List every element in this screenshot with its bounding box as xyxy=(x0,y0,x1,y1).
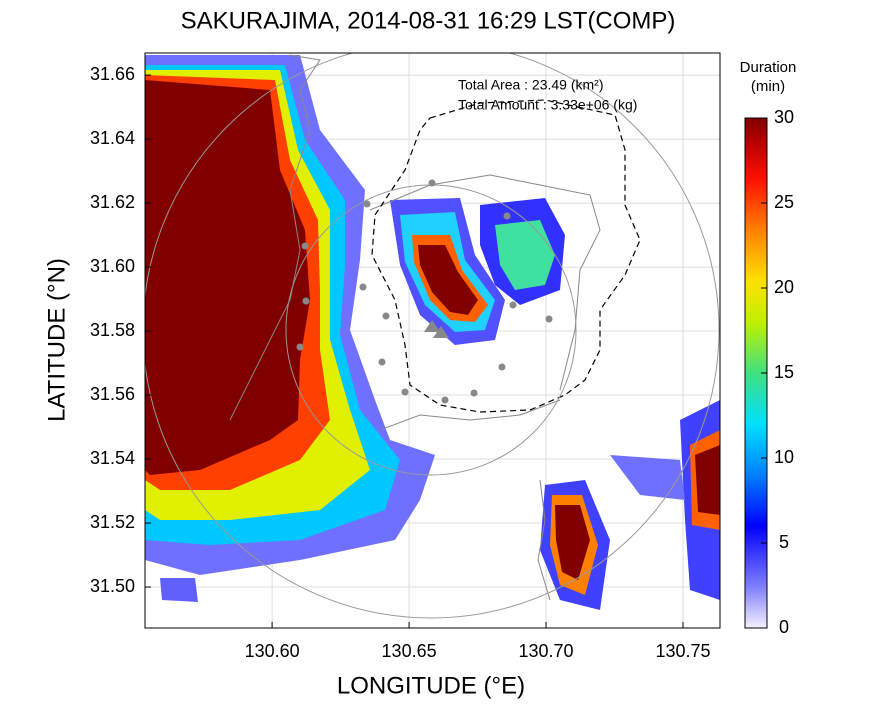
colorbar-tick-label: 30 xyxy=(774,107,794,127)
annotation: Total Area : 23.49 (km²) xyxy=(458,77,604,93)
x-tick-label: 130.65 xyxy=(382,641,437,661)
y-tick-label: 31.66 xyxy=(90,64,135,84)
colorbar-tick-label: 5 xyxy=(779,532,789,552)
y-tick-label: 31.64 xyxy=(90,128,135,148)
map-area: Total Area : 23.49 (km²) Total Amount : … xyxy=(145,53,720,628)
colorbar-tick-label: 10 xyxy=(774,447,794,467)
colorbar-tick-label: 25 xyxy=(774,192,794,212)
y-tick-label: 31.62 xyxy=(90,192,135,212)
x-tick-label: 130.60 xyxy=(245,641,300,661)
y-tick-label: 31.58 xyxy=(90,320,135,340)
colorbar-title: (min) xyxy=(751,78,785,95)
x-tick-label: 130.70 xyxy=(519,641,574,661)
y-axis-title: LATITUDE (°N) xyxy=(43,258,70,422)
y-tick-label: 31.60 xyxy=(90,256,135,276)
x-tick-label: 130.75 xyxy=(655,641,710,661)
echo-field xyxy=(145,55,720,610)
x-axis-title: LONGITUDE (°E) xyxy=(337,672,525,699)
chart-title: SAKURAJIMA, 2014-08-31 16:29 LST(COMP) xyxy=(181,7,676,34)
station-dots xyxy=(296,179,553,404)
colorbar-tick-label: 0 xyxy=(779,617,789,637)
annotation: Total Amount : 3.33e+06 (kg) xyxy=(458,97,637,113)
y-tick-label: 31.52 xyxy=(90,512,135,532)
y-tick-label: 31.56 xyxy=(90,384,135,404)
y-tick-label: 31.54 xyxy=(90,448,135,468)
colorbar-tick-label: 15 xyxy=(774,362,794,382)
plot-frame xyxy=(144,52,721,629)
colorbar-tick-label: 20 xyxy=(774,277,794,297)
y-tick-label: 31.50 xyxy=(90,576,135,596)
colorbar-title: Duration xyxy=(740,59,797,76)
